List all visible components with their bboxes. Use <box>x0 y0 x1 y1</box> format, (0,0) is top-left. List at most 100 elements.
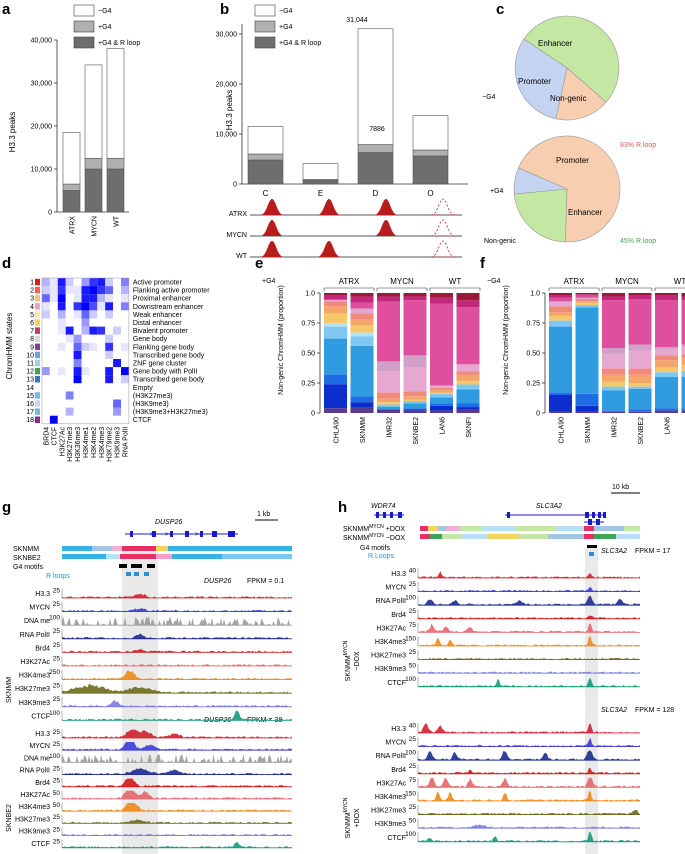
track-label: MYCN <box>385 740 406 747</box>
x-tick-label: CHLA90 <box>334 417 341 444</box>
heat-cell <box>113 286 121 295</box>
bar-segment <box>681 344 685 347</box>
bar-segment <box>602 300 625 349</box>
heat-cell <box>42 407 50 416</box>
panel-f-title: −G4 <box>487 278 501 285</box>
state-color-swatch <box>35 327 40 334</box>
heat-cell <box>89 278 98 287</box>
track-label: Brd4 <box>391 612 406 619</box>
bar-segment <box>106 157 125 170</box>
state-label: CTCF <box>133 417 152 424</box>
legend-plus-g4-rloop: +G4 & R loop <box>98 40 140 47</box>
heat-cell <box>49 334 58 343</box>
h-chromhmm-seg <box>584 526 594 531</box>
heat-cell <box>73 302 82 311</box>
bar-segment <box>655 408 678 411</box>
bar-segment <box>575 393 599 406</box>
state-number: 12 <box>26 369 34 376</box>
track-max: 25 <box>53 601 61 608</box>
peak-shape-dashed <box>430 198 456 216</box>
bar-segment <box>403 391 427 397</box>
heat-cell <box>113 415 121 424</box>
bar-segment <box>456 403 480 408</box>
pie2-label: +G4 <box>490 188 504 195</box>
bar-segment <box>324 338 347 375</box>
heat-cell <box>121 286 129 295</box>
bar-segment <box>430 303 453 386</box>
track-signal <box>62 670 292 680</box>
pie-slice <box>513 188 568 243</box>
heat-cell <box>49 375 58 384</box>
bar-segment <box>403 296 427 301</box>
g-rloop-1 <box>126 572 131 576</box>
g-exon <box>170 531 173 537</box>
y-tick-label: 10,000 <box>216 132 238 139</box>
track-signal <box>62 803 292 812</box>
heat-cell <box>113 407 121 416</box>
h-chromhmm-seg <box>420 534 430 539</box>
track-label: H3K27me3 <box>15 816 50 823</box>
track-max: 25 <box>409 736 417 743</box>
track-max: 25 <box>53 655 61 662</box>
track-label: H3K4me3 <box>375 794 406 801</box>
heat-cell <box>42 302 50 311</box>
heat-cell <box>73 294 82 303</box>
bar-segment <box>575 411 599 413</box>
heat-cell <box>65 278 74 287</box>
bar-segment <box>430 397 453 404</box>
bar-segment <box>106 48 125 159</box>
bar-segment <box>403 410 427 413</box>
heat-cell <box>73 383 82 392</box>
peak-shape <box>317 199 341 215</box>
heat-cell <box>42 310 50 319</box>
track-max: 40 <box>409 567 417 574</box>
heat-cell <box>42 278 50 287</box>
heat-cell <box>113 326 121 335</box>
h-exon <box>507 512 510 518</box>
heat-cell <box>105 383 114 392</box>
track-signal <box>62 710 292 721</box>
track-label: RNA PolII <box>20 768 50 775</box>
heat-cell <box>105 326 114 335</box>
heat-cell <box>89 310 98 319</box>
track-label: H3K9me3 <box>375 821 406 828</box>
heat-cell <box>113 391 121 400</box>
g-group-top: SKNMM <box>6 677 13 703</box>
heat-cell <box>73 310 82 319</box>
peak-shape <box>317 241 341 257</box>
panel-letter-e: e <box>255 255 263 272</box>
track-signal <box>418 595 640 606</box>
bar-segment <box>602 374 625 382</box>
panel-b-d-total: 31,044 <box>346 17 368 24</box>
bar-segment <box>377 296 400 302</box>
h-chromhmm-seg <box>594 526 624 531</box>
bar-segment <box>84 157 103 170</box>
bar-segment <box>602 410 625 412</box>
state-number: 15 <box>26 393 34 400</box>
heat-cell <box>57 375 66 384</box>
track-max: 25 <box>409 649 417 656</box>
heat-cell <box>97 391 106 400</box>
h-gene-top: SLC3A2 <box>601 548 627 555</box>
bar-segment <box>350 345 374 397</box>
state-color-swatch <box>35 384 40 391</box>
legend-plus-g4: +G4 <box>98 24 112 31</box>
bar-segment <box>575 307 599 394</box>
track-signal <box>418 636 640 646</box>
heat-cell <box>57 383 66 392</box>
track-label: H3K27me3 <box>371 653 406 660</box>
heat-cell <box>49 367 58 376</box>
track-label: DNA me <box>24 755 50 762</box>
heat-cell <box>73 278 82 287</box>
heat-cell <box>105 318 114 327</box>
bar-segment <box>549 295 572 298</box>
bar-segment <box>324 323 347 327</box>
heat-cell <box>113 359 121 368</box>
bar-segment <box>456 407 480 410</box>
g-exon <box>185 531 189 537</box>
heat-cell <box>81 383 90 392</box>
bar-segment <box>247 153 284 161</box>
heat-cell <box>65 294 74 303</box>
state-label: Transcribed gene body <box>133 352 205 359</box>
pie-slice <box>555 67 607 121</box>
